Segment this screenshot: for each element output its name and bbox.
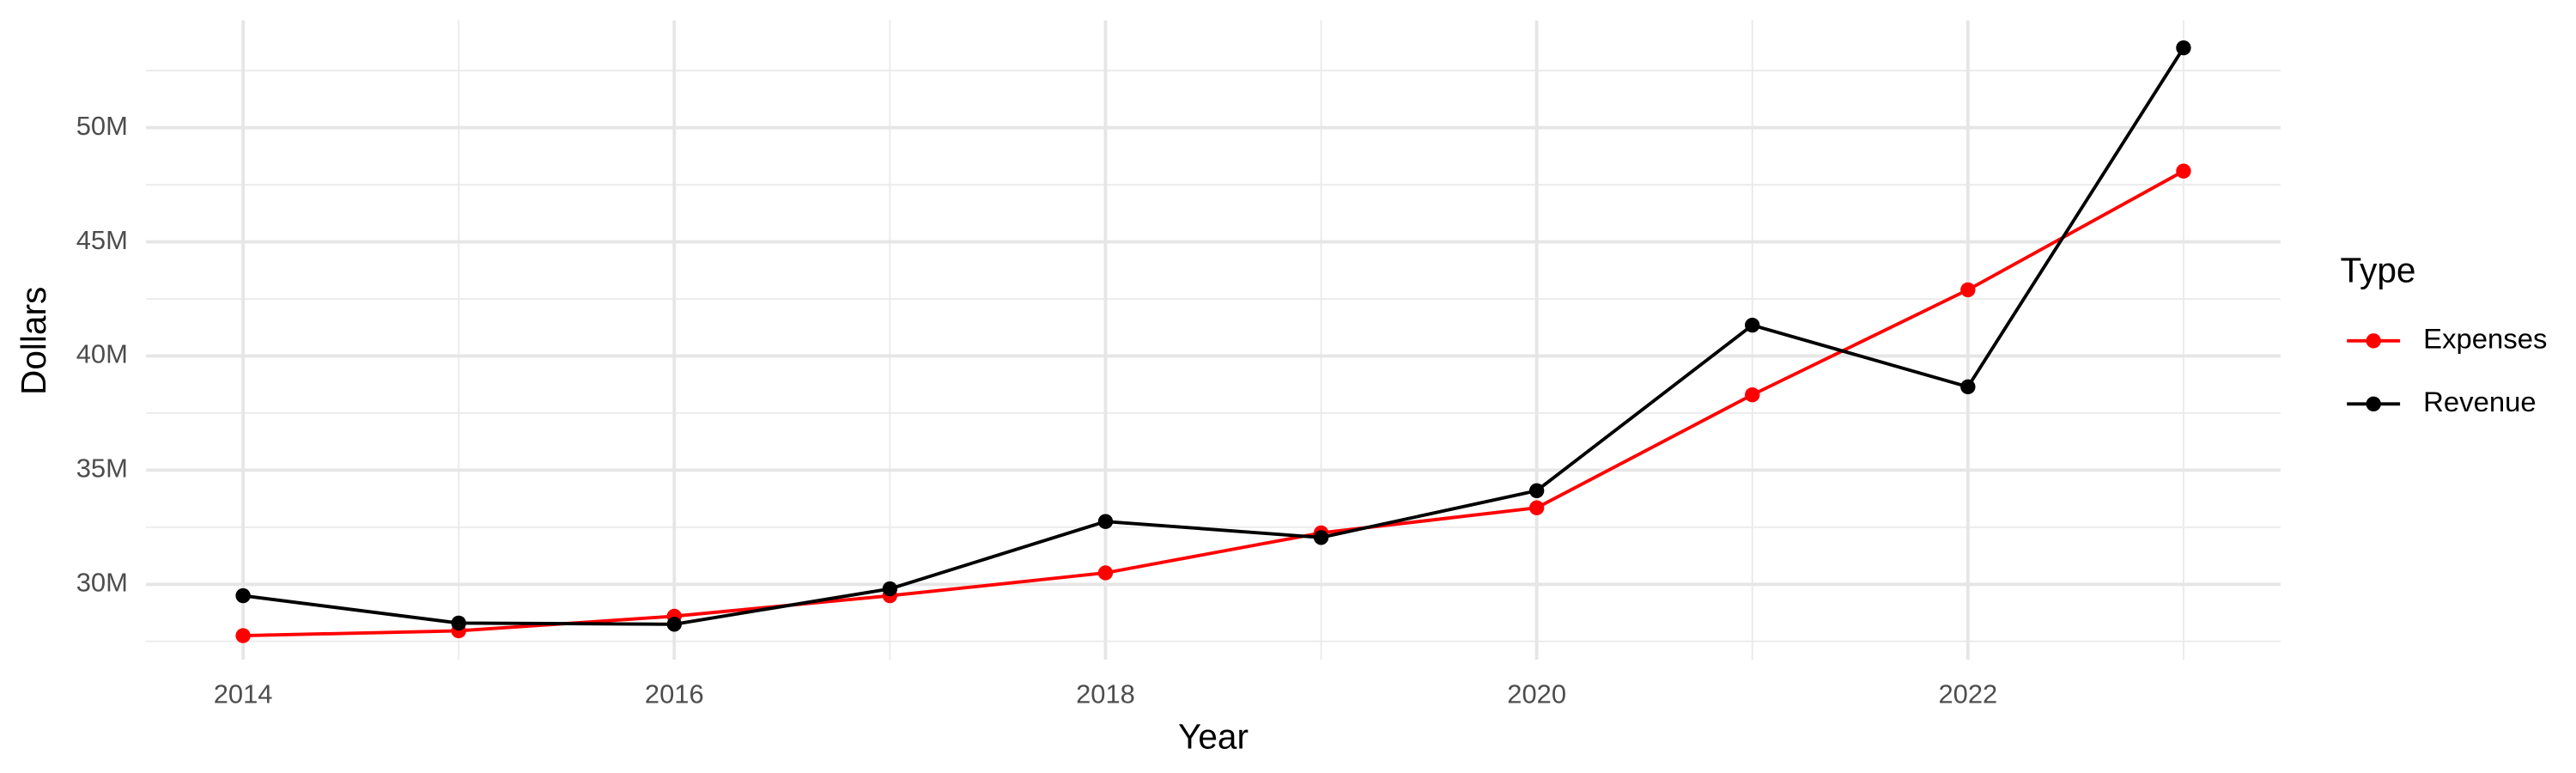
data-point bbox=[1097, 514, 1114, 529]
data-point bbox=[1528, 500, 1545, 515]
data-point bbox=[235, 628, 251, 643]
data-point bbox=[451, 615, 466, 631]
data-point bbox=[2176, 40, 2191, 56]
x-tick-label: 2016 bbox=[645, 679, 704, 709]
x-tick-label: 2020 bbox=[1507, 679, 1566, 709]
data-point bbox=[235, 587, 251, 604]
legend-marker bbox=[2366, 333, 2381, 349]
x-tick-label: 2018 bbox=[1076, 679, 1135, 709]
y-tick-label: 35M bbox=[76, 453, 128, 484]
data-point bbox=[666, 617, 682, 632]
data-point bbox=[1745, 386, 1760, 403]
y-axis-title: Dollars bbox=[14, 287, 53, 395]
y-tick-label: 30M bbox=[76, 567, 128, 597]
legend-label: Expenses bbox=[2423, 323, 2547, 355]
legend-title: Type bbox=[2341, 250, 2416, 289]
data-point bbox=[1960, 379, 1976, 395]
y-tick-label: 45M bbox=[76, 225, 128, 255]
data-point bbox=[1097, 565, 1114, 581]
data-point bbox=[1528, 483, 1545, 498]
legend-marker bbox=[2366, 396, 2381, 411]
legend-label: Revenue bbox=[2423, 386, 2537, 417]
x-tick-label: 2014 bbox=[214, 679, 273, 709]
data-point bbox=[882, 581, 898, 597]
y-tick-label: 40M bbox=[76, 339, 128, 369]
y-tick-label: 50M bbox=[76, 111, 128, 141]
series-line bbox=[242, 46, 2185, 626]
data-point bbox=[1745, 317, 1760, 333]
x-tick-label: 2022 bbox=[1938, 679, 1997, 709]
data-point bbox=[1313, 530, 1329, 545]
x-axis-title: Year bbox=[1178, 716, 1249, 756]
data-point bbox=[1960, 282, 1976, 298]
data-point bbox=[2176, 163, 2191, 179]
